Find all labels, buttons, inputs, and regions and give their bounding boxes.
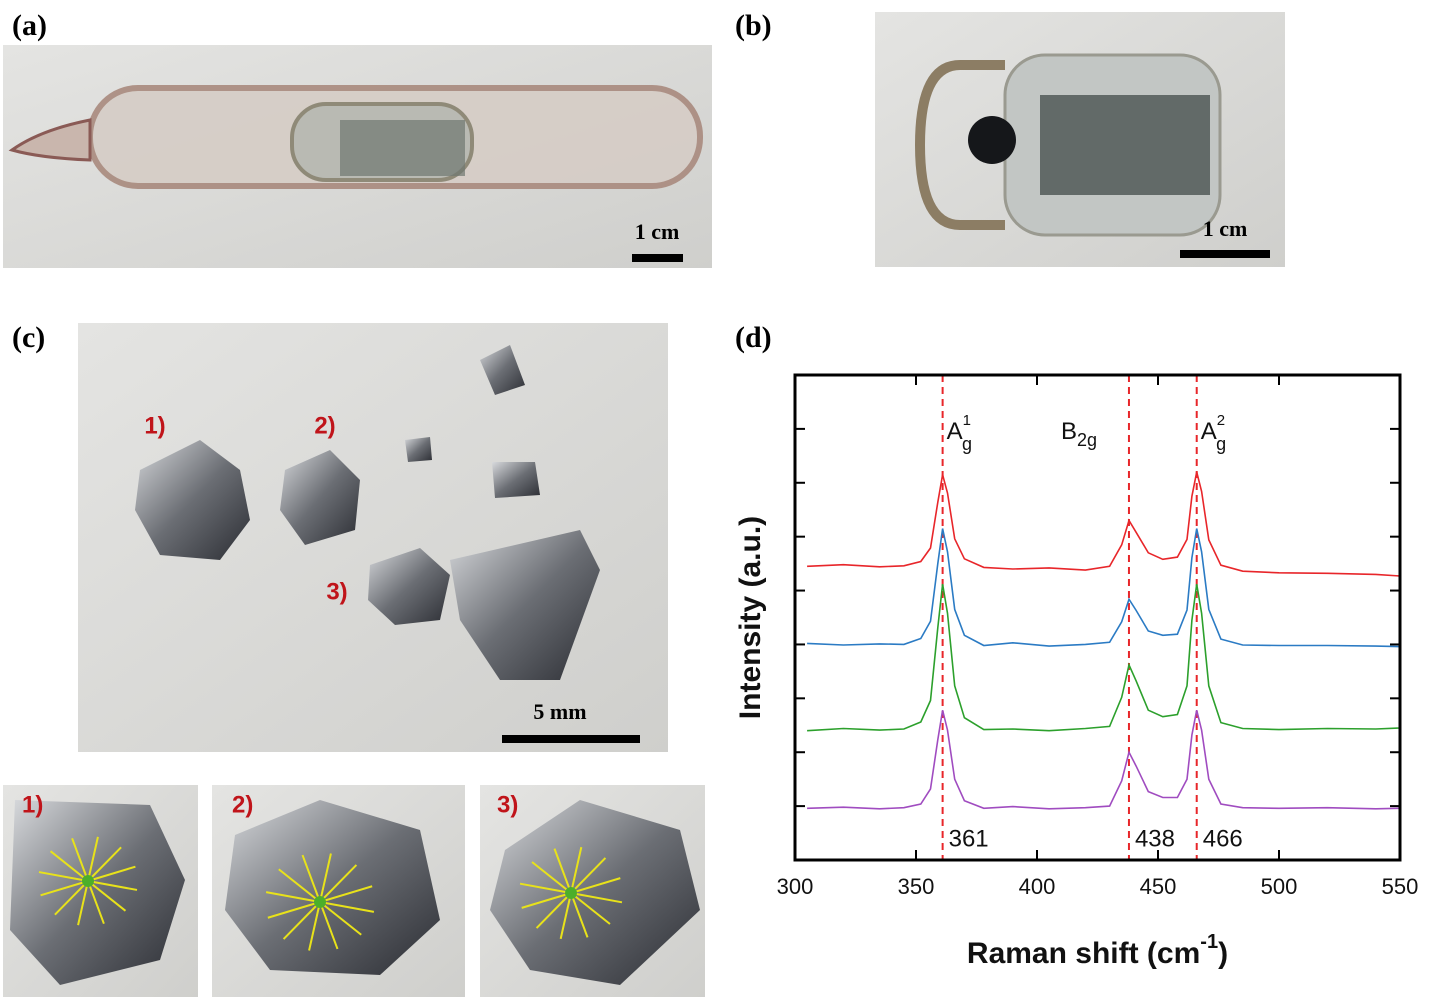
photo-b — [875, 12, 1285, 267]
radial-line — [319, 901, 339, 950]
peak-label: B2g — [1061, 418, 1097, 449]
peak-sup: 1 — [963, 412, 971, 429]
radial-line — [87, 880, 105, 925]
plot-frame — [793, 373, 1402, 862]
peak-symbol: A — [1201, 418, 1217, 445]
photo-c — [78, 323, 668, 752]
radial-line — [87, 836, 99, 882]
radial-line — [40, 880, 89, 897]
radial-line — [308, 901, 321, 951]
radial-line — [87, 880, 127, 912]
radial-line — [71, 837, 89, 882]
sample-marker: 1) — [144, 412, 165, 439]
x-axis-title: Raman shift (cm-1) — [967, 931, 1228, 970]
radial-line — [553, 848, 572, 894]
radial-line — [87, 865, 136, 882]
peak-label: A2 g — [1201, 412, 1226, 454]
radial-line — [559, 892, 572, 940]
radial-line — [87, 880, 138, 891]
peak-sub: 2g — [1077, 430, 1097, 450]
radial-line — [265, 891, 321, 903]
peak-symbol: B — [1061, 418, 1077, 445]
radial-line — [38, 871, 89, 882]
peak-sub: g — [1216, 434, 1226, 454]
peak-symbol: A — [947, 418, 963, 445]
peak-sup: 2 — [1217, 412, 1225, 429]
radial-line — [319, 885, 373, 903]
radial-line — [278, 868, 321, 903]
radial-line — [319, 853, 332, 903]
inset-photos — [3, 785, 705, 997]
inset-label: 1) — [22, 791, 43, 818]
radial-line — [282, 901, 321, 940]
photo-a — [3, 45, 712, 268]
inset-label: 2) — [232, 791, 253, 818]
radial-line — [77, 880, 89, 926]
center-dot — [565, 887, 577, 899]
panel-label: (d) — [735, 321, 772, 354]
x-axis-title-main: Raman shift (cm — [967, 937, 1200, 970]
y-axis-title: Intensity (a.u.) — [734, 516, 767, 719]
radial-line — [49, 850, 89, 882]
sample-marker: 2) — [314, 412, 335, 439]
x-axis-title-end: ) — [1218, 937, 1228, 970]
radial-lines — [38, 836, 623, 951]
radial-line — [301, 854, 321, 903]
center-dot — [314, 896, 326, 908]
radial-line — [570, 892, 589, 938]
radial-line — [535, 892, 572, 929]
panel-label: (c) — [12, 321, 45, 354]
radial-line — [570, 892, 623, 904]
radial-line — [54, 880, 89, 916]
peak-sub: g — [962, 434, 972, 454]
inset-label: 3) — [497, 791, 518, 818]
radial-line — [521, 892, 572, 909]
x-tick-label: 550 — [1382, 874, 1419, 899]
sample-marker: 3) — [326, 578, 347, 605]
x-tick-label: 400 — [1019, 874, 1056, 899]
peak-position: 438 — [1135, 825, 1175, 852]
panel-label: (a) — [12, 9, 47, 42]
radial-line — [319, 901, 375, 913]
radial-line — [531, 861, 572, 894]
radial-line — [519, 882, 572, 894]
x-tick-label: 500 — [1261, 874, 1298, 899]
peak-position: 361 — [949, 825, 989, 852]
scale-label: 1 cm — [635, 219, 680, 244]
radial-line — [570, 892, 611, 925]
scale-label: 1 cm — [1203, 216, 1248, 241]
radial-line — [267, 901, 321, 919]
spectrum-line — [807, 583, 1401, 732]
radial-line — [87, 846, 122, 882]
panel-label: (b) — [735, 9, 772, 42]
peak-position: 466 — [1203, 825, 1243, 852]
radial-line — [570, 846, 583, 894]
spectrum-line — [807, 471, 1401, 577]
radial-line — [570, 857, 607, 894]
radial-line — [570, 877, 621, 894]
peak-label: A1 g — [947, 412, 972, 454]
spectrum-line — [807, 528, 1401, 648]
radial-line — [319, 864, 358, 903]
spectrum-line — [807, 710, 1401, 810]
x-tick-label: 450 — [1140, 874, 1177, 899]
scale-label: 5 mm — [533, 699, 586, 724]
x-tick-label: 300 — [777, 874, 814, 899]
center-dot — [82, 875, 94, 887]
x-axis-title-sup: -1 — [1200, 931, 1218, 953]
x-tick-label: 350 — [898, 874, 935, 899]
radial-line — [319, 901, 362, 936]
